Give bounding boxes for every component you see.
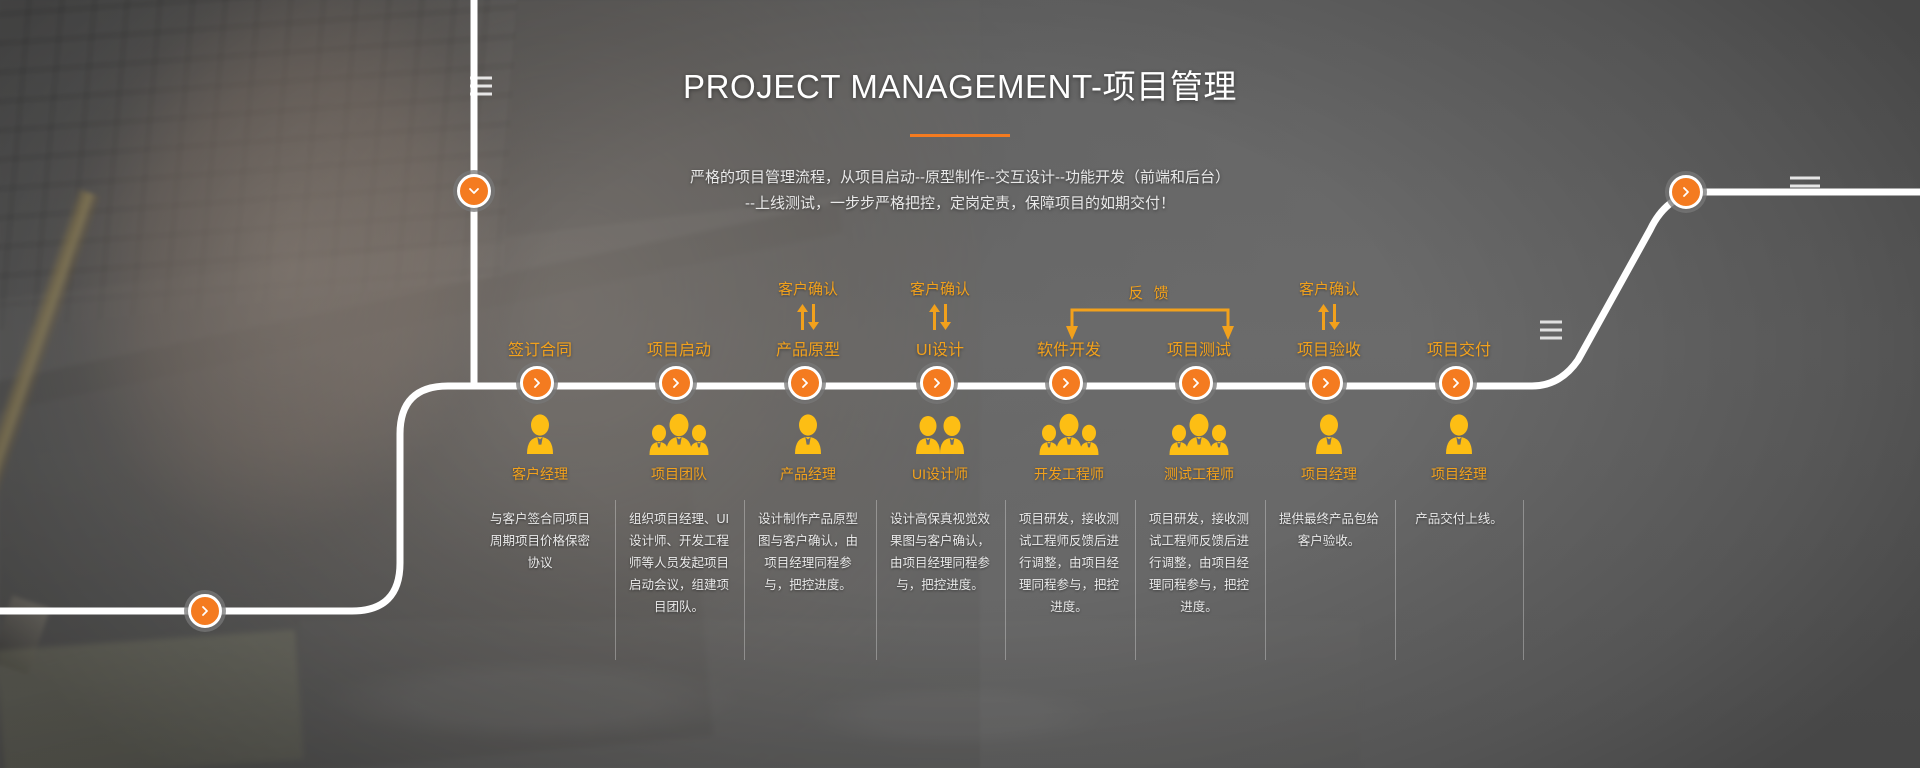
chevron-right-icon: [673, 378, 679, 388]
up-down-arrows-icon: [929, 304, 951, 330]
timeline-step-5: 软件开发: [1005, 280, 1133, 360]
step-role-name-4: UI设计师: [912, 466, 968, 482]
step-role-7: 项目经理: [1265, 412, 1393, 484]
step-role-3: 产品经理: [744, 412, 872, 484]
step-title-5[interactable]: 软件开发: [1036, 342, 1101, 359]
track-node-right[interactable]: [1669, 175, 1703, 209]
step-role-2: 项目团队: [615, 412, 743, 484]
single-person-icon: [1265, 412, 1393, 458]
step-confirm-label-7: 客户确认: [1298, 281, 1359, 298]
step-role-name-3: 产品经理: [780, 466, 836, 482]
page-title: PROJECT MANAGEMENT-项目管理: [682, 68, 1238, 105]
chevron-right-icon: [534, 378, 540, 388]
step-role-5: 开发工程师: [1005, 412, 1133, 484]
chevron-right-icon: [1193, 378, 1199, 388]
step-confirm-arrows-7: [1265, 302, 1393, 332]
timeline-step-1: 签订合同: [476, 280, 604, 360]
feedback-bracket: 反 馈: [1020, 282, 1280, 354]
timeline-node-6[interactable]: [1179, 366, 1213, 400]
chevron-right-icon: [1323, 378, 1329, 388]
step-role-6: 测试工程师: [1135, 412, 1263, 484]
timeline-step-3: 客户确认 产品原型: [744, 280, 872, 360]
step-title-6[interactable]: 项目测试: [1166, 342, 1231, 359]
column-divider-2: [744, 500, 745, 660]
step-role-8: 项目经理: [1395, 412, 1523, 484]
step-description-3: 设计制作产品原型图与客户确认，由项目经理同程参与，把控进度。: [757, 512, 858, 592]
subtitle-line-1: 严格的项目管理流程，从项目启动--原型制作--交互设计--功能开发（前端和后台）: [690, 169, 1230, 186]
step-role-1: 客户经理: [476, 412, 604, 484]
title-underline: [910, 134, 1010, 137]
chevron-right-icon: [202, 606, 208, 616]
column-divider-6: [1265, 500, 1266, 660]
step-description-2: 组织项目经理、UI设计师、开发工程师等人员发起项目启动会议，组建项目团队。: [628, 512, 729, 614]
step-title-7[interactable]: 项目验收: [1296, 342, 1361, 359]
timeline-node-2[interactable]: [659, 366, 693, 400]
step-title-3[interactable]: 产品原型: [775, 342, 840, 359]
step-role-name-7: 项目经理: [1301, 466, 1357, 482]
timeline-node-7[interactable]: [1309, 366, 1343, 400]
step-description-5: 项目研发，接收测试工程师反馈后进行调整，由项目经理同程参与，把控进度。: [1018, 512, 1119, 614]
timeline-node-8[interactable]: [1439, 366, 1473, 400]
step-role-4: UI设计师: [876, 412, 1004, 484]
step-confirm-arrows-3: [744, 302, 872, 332]
step-role-name-2: 项目团队: [651, 466, 707, 482]
group-person-icon: [1005, 412, 1133, 458]
subtitle-line-2: --上线测试，一步步严格把控，定岗定责，保障项目的如期交付！: [745, 195, 1175, 212]
step-title-8[interactable]: 项目交付: [1426, 342, 1491, 359]
step-role-name-5: 开发工程师: [1034, 466, 1104, 482]
group-person-icon: [615, 412, 743, 458]
timeline-node-4[interactable]: [920, 366, 954, 400]
single-person-icon: [1395, 412, 1523, 458]
timeline-step-6: 项目测试: [1135, 280, 1263, 360]
timeline-step-4: 客户确认 UI设计: [876, 280, 1004, 360]
step-role-name-1: 客户经理: [512, 466, 568, 482]
step-role-name-6: 测试工程师: [1164, 466, 1234, 482]
timeline-node-5[interactable]: [1049, 366, 1083, 400]
up-down-arrows-icon: [1318, 304, 1340, 330]
step-confirm-label-4: 客户确认: [909, 281, 970, 298]
single-person-icon: [476, 412, 604, 458]
chevron-right-icon: [802, 378, 808, 388]
timeline-step-8: 项目交付: [1395, 280, 1523, 360]
step-confirm-arrows-4: [876, 302, 1004, 332]
banner-header: PROJECT MANAGEMENT-项目管理 严格的项目管理流程，从项目启动-…: [0, 60, 1920, 217]
timeline-step-7: 客户确认 项目验收: [1265, 280, 1393, 360]
column-divider-5: [1135, 500, 1136, 660]
column-divider-7: [1395, 500, 1396, 660]
feedback-label: 反 馈: [1128, 285, 1172, 302]
step-title-4[interactable]: UI设计: [915, 342, 964, 359]
step-confirm-label-3: 客户确认: [777, 281, 838, 298]
timeline-node-3[interactable]: [788, 366, 822, 400]
track-node-bottom-left[interactable]: [188, 594, 222, 628]
step-description-6: 项目研发，接收测试工程师反馈后进行调整，由项目经理同程参与，把控进度。: [1148, 512, 1249, 614]
step-title-2[interactable]: 项目启动: [646, 342, 711, 359]
column-divider-1: [615, 500, 616, 660]
step-description-8: 产品交付上线。: [1415, 512, 1503, 526]
chevron-right-icon: [1683, 187, 1689, 197]
chevron-down-icon: [469, 188, 479, 194]
chevron-right-icon: [1453, 378, 1459, 388]
column-divider-last: [1523, 500, 1524, 660]
pair-person-icon: [876, 412, 1004, 458]
chevron-right-icon: [934, 378, 940, 388]
track-node-top-left[interactable]: [457, 174, 491, 208]
step-role-name-8: 项目经理: [1431, 466, 1487, 482]
step-description-1: 与客户签合同项目周期项目价格保密协议: [489, 512, 590, 570]
group-person-icon: [1135, 412, 1263, 458]
timeline-node-1[interactable]: [520, 366, 554, 400]
step-title-1[interactable]: 签订合同: [507, 342, 572, 359]
page-subtitle: 严格的项目管理流程，从项目启动--原型制作--交互设计--功能开发（前端和后台）…: [0, 165, 1920, 217]
step-description-7: 提供最终产品包给客户验收。: [1278, 512, 1379, 548]
timeline-step-2: 项目启动: [615, 280, 743, 360]
chevron-right-icon: [1063, 378, 1069, 388]
single-person-icon: [744, 412, 872, 458]
up-down-arrows-icon: [797, 304, 819, 330]
column-divider-4: [1005, 500, 1006, 660]
step-description-4: 设计高保真视觉效果图与客户确认，由项目经理同程参与，把控进度。: [889, 512, 990, 592]
column-divider-3: [876, 500, 877, 660]
